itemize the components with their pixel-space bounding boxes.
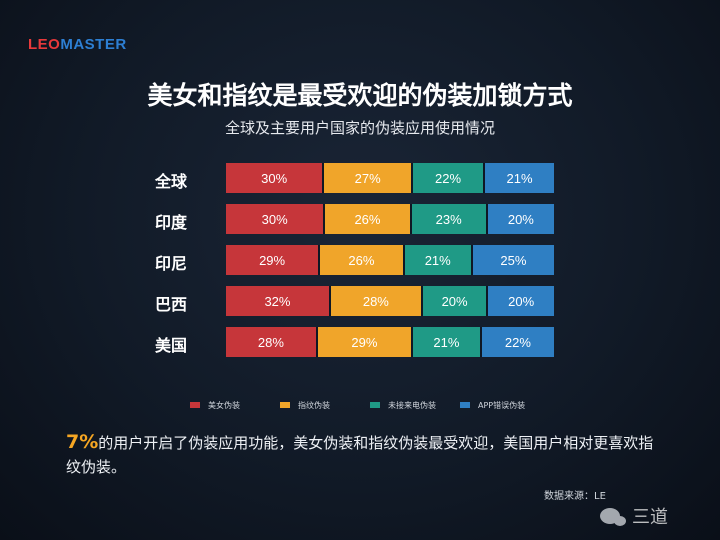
wechat-icon [600, 508, 626, 526]
bar-value-label: 29% [259, 252, 286, 268]
data-source: 数据来源：LE [544, 491, 606, 502]
legend-item: APP错误伪装 [460, 398, 550, 412]
category-label: 印度 [154, 213, 187, 232]
bar-value-label: 21% [424, 252, 451, 268]
summary-note: 7%的用户开启了伪装应用功能，美女伪装和指纹伪装最受欢迎，美国用户相对更喜欢指纹… [66, 430, 666, 479]
bar-segment: 30% [226, 163, 325, 193]
leomaster-logo: LEOMASTER [28, 36, 127, 53]
bar-value-label: 27% [354, 170, 381, 186]
legend-item: 指纹伪装 [280, 398, 370, 412]
bar-segment: 28% [330, 286, 423, 316]
legend-item: 美女伪装 [190, 398, 280, 412]
bar-segment: 29% [226, 245, 321, 275]
bar-value-label: 25% [500, 252, 527, 268]
bar-segment: 21% [404, 245, 473, 275]
bar-segment: 26% [320, 245, 405, 275]
note-text: 的用户开启了伪装应用功能，美女伪装和指纹伪装最受欢迎，美国用户相对更喜欢指纹伪装… [66, 434, 654, 476]
bar-segment: 28% [226, 327, 318, 357]
bar-segment: 21% [412, 327, 482, 357]
legend-swatch [190, 402, 200, 408]
bar-segment: 20% [487, 204, 554, 234]
bar-segment: 30% [226, 204, 326, 234]
logo-master-text: MASTER [60, 36, 127, 53]
bar-segment: 25% [472, 245, 554, 275]
category-label: 美国 [154, 336, 187, 355]
bar-segment: 20% [422, 286, 489, 316]
bar-segment: 27% [324, 163, 413, 193]
legend-item: 未接来电伪装 [370, 398, 460, 412]
chart-subtitle: 全球及主要用户国家的伪装应用使用情况 [224, 119, 495, 137]
legend-swatch [370, 402, 380, 408]
wechat-watermark: 三道 [600, 498, 710, 534]
legend-label: 未接来电伪装 [388, 400, 436, 410]
bar-segment: 21% [485, 163, 554, 193]
bar-value-label: 20% [441, 293, 468, 309]
bar-value-label: 28% [362, 293, 389, 309]
bar-value-label: 20% [507, 211, 534, 227]
legend-swatch [280, 402, 290, 408]
chart-legend: 美女伪装 指纹伪装 未接来电伪装 APP错误伪装 [190, 398, 550, 412]
category-label: 印尼 [154, 254, 187, 273]
bar-value-label: 26% [354, 211, 381, 227]
bar-segment: 32% [226, 286, 331, 316]
bar-value-label: 22% [435, 170, 462, 186]
note-highlight-percent: 7% [66, 431, 99, 453]
bar-segment: 20% [488, 286, 554, 316]
bar-segment: 22% [412, 163, 486, 193]
bar-value-label: 23% [435, 211, 462, 227]
legend-label: 指纹伪装 [298, 400, 330, 410]
bar-segment: 26% [325, 204, 412, 234]
bar-value-label: 21% [506, 170, 533, 186]
bar-segment: 22% [481, 327, 554, 357]
legend-swatch [460, 402, 470, 408]
legend-label: 美女伪装 [208, 400, 240, 410]
bar-value-label: 20% [508, 293, 535, 309]
bar-value-label: 29% [351, 334, 378, 350]
bar-value-label: 26% [348, 252, 375, 268]
bar-segment: 29% [317, 327, 413, 357]
logo-leo-text: LEO [28, 36, 61, 53]
category-label: 全球 [154, 172, 187, 191]
bar-value-label: 21% [433, 334, 460, 350]
bar-value-label: 30% [261, 170, 288, 186]
bar-value-label: 32% [264, 293, 291, 309]
category-label: 巴西 [154, 295, 187, 314]
bar-value-label: 30% [261, 211, 288, 227]
watermark-text: 三道 [632, 507, 668, 528]
bar-value-label: 22% [504, 334, 531, 350]
bar-segment: 23% [411, 204, 488, 234]
bar-value-label: 28% [257, 334, 284, 350]
legend-label: APP错误伪装 [478, 400, 526, 410]
chart-title: 美女和指纹是最受欢迎的伪装加锁方式 [147, 81, 573, 110]
